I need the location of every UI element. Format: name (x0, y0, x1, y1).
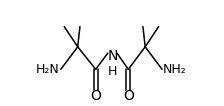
Text: O: O (123, 89, 134, 103)
Text: N: N (107, 49, 118, 63)
Text: H₂N: H₂N (36, 63, 60, 76)
Text: NH₂: NH₂ (163, 63, 187, 76)
Circle shape (90, 91, 101, 102)
Text: O: O (90, 89, 101, 103)
Circle shape (106, 40, 119, 54)
Text: H: H (108, 65, 117, 78)
Circle shape (123, 91, 134, 102)
